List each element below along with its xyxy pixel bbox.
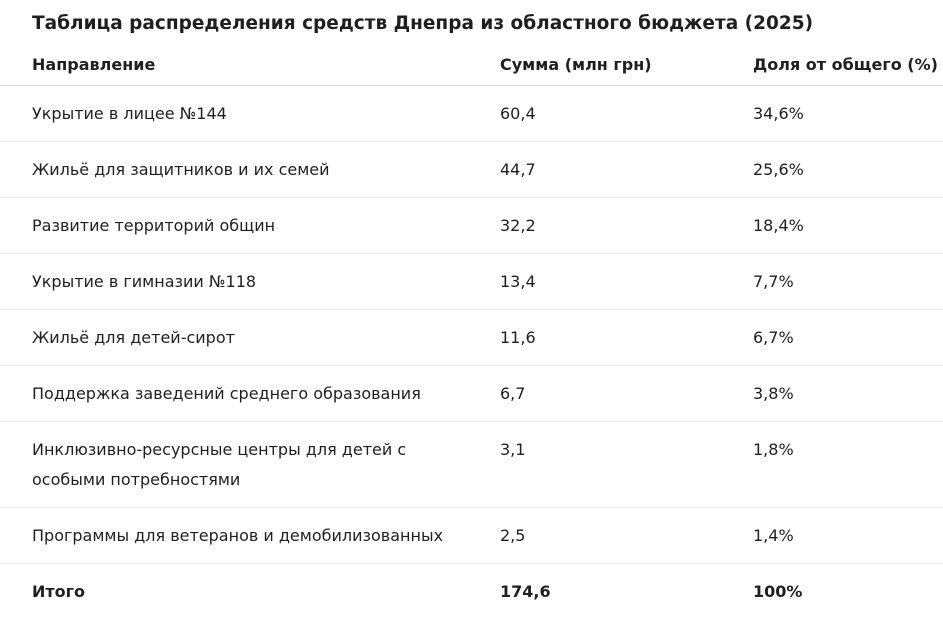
cell-direction: Жильё для защитников и их семей — [0, 141, 500, 198]
table-row: Жильё для защитников и их семей 44,7 25,… — [0, 141, 943, 198]
total-share: 100% — [753, 581, 803, 601]
cell-amount: 32,2 — [500, 197, 753, 254]
cell-direction: Инклюзивно-ресурсные центры для детей с … — [0, 421, 500, 508]
budget-table: Направление Сумма (млн грн) Доля от обще… — [0, 45, 943, 619]
cell-amount: 3,1 — [500, 421, 753, 508]
cell-amount: 6,7 — [500, 365, 753, 422]
cell-direction: Укрытие в гимназии №118 — [0, 253, 500, 310]
table-header-row: Направление Сумма (млн грн) Доля от обще… — [0, 45, 943, 86]
cell-share: 34,6% — [753, 85, 943, 142]
total-label: Итого — [32, 581, 86, 601]
cell-amount: 11,6 — [500, 309, 753, 366]
cell-amount: 13,4 — [500, 253, 753, 310]
cell-direction: Укрытие в лицее №144 — [0, 85, 500, 142]
header-direction: Направление — [0, 45, 500, 86]
cell-share: 25,6% — [753, 141, 943, 198]
cell-share: 7,7% — [753, 253, 943, 310]
table-row: Поддержка заведений среднего образования… — [0, 365, 943, 422]
table-row: Развитие территорий общин 32,2 18,4% — [0, 197, 943, 254]
table-row: Жильё для детей-сирот 11,6 6,7% — [0, 309, 943, 366]
table-row: Укрытие в лицее №144 60,4 34,6% — [0, 85, 943, 142]
cell-amount: 60,4 — [500, 85, 753, 142]
cell-direction: Поддержка заведений среднего образования — [0, 365, 500, 422]
cell-share: 1,8% — [753, 421, 943, 508]
header-amount: Сумма (млн грн) — [500, 45, 753, 86]
table-row: Инклюзивно-ресурсные центры для детей с … — [0, 421, 943, 508]
table-title: Таблица распределения средств Днепра из … — [32, 13, 814, 34]
cell-direction: Развитие территорий общин — [0, 197, 500, 254]
total-amount: 174,6 — [500, 581, 551, 601]
cell-share: 6,7% — [753, 309, 943, 366]
table-row: Укрытие в гимназии №118 13,4 7,7% — [0, 253, 943, 310]
table-row: Программы для ветеранов и демобилизованн… — [0, 507, 943, 564]
cell-share: 1,4% — [753, 507, 943, 564]
cell-share: 3,8% — [753, 365, 943, 422]
table-total-row: Итого 174,6 100% — [0, 563, 943, 619]
cell-amount: 44,7 — [500, 141, 753, 198]
header-share: Доля от общего (%) — [753, 45, 943, 86]
cell-share: 18,4% — [753, 197, 943, 254]
cell-direction-text: Инклюзивно-ресурсные центры для детей с … — [32, 439, 407, 489]
cell-direction: Программы для ветеранов и демобилизованн… — [0, 507, 500, 564]
cell-direction: Жильё для детей-сирот — [0, 309, 500, 366]
cell-amount: 2,5 — [500, 507, 753, 564]
